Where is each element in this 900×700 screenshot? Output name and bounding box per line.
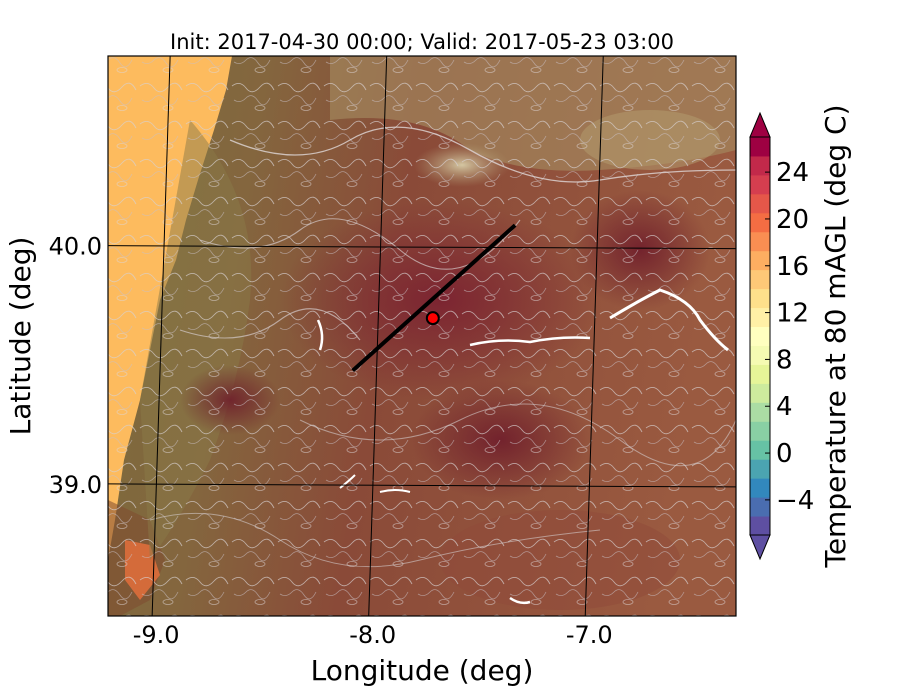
parallel-line	[107, 483, 737, 488]
colorbar-segment	[750, 516, 770, 536]
reservoir-center	[469, 336, 591, 347]
colorbar-min-extend	[749, 534, 771, 561]
colorbar-segment	[750, 402, 770, 422]
colorbar-segment	[750, 478, 770, 498]
colorbar-segment	[750, 155, 770, 176]
colorbar-segment	[750, 174, 770, 195]
x-tick-labels: -9.0 -8.0 -7.0	[133, 621, 613, 649]
meridian-line	[584, 55, 604, 617]
colorbar-segment	[750, 307, 770, 328]
colorbar-segment	[750, 137, 770, 157]
colorbar-tick-label: 4	[776, 392, 793, 422]
contour-lines	[108, 56, 736, 616]
graticule	[107, 55, 737, 617]
colorbar-segment	[750, 193, 770, 214]
colorbar-segment	[750, 345, 770, 365]
colorbar-frame	[749, 136, 771, 536]
meridian-line	[368, 55, 388, 617]
y-tick-labels: 39.0 40.0	[49, 233, 102, 499]
x-tick-label: -8.0	[349, 621, 396, 649]
chart-title: Init: 2017-04-30 00:00; Valid: 2017-05-2…	[170, 30, 674, 54]
colorbar-tick-label: 8	[776, 345, 793, 375]
x-tick-label: -9.0	[133, 621, 180, 649]
colorbar-tick-label: 20	[776, 205, 809, 235]
colorbar-segment	[750, 497, 770, 517]
colorbar: −4 0 4 8 12 16 20 24	[749, 111, 814, 561]
colorbar-segment	[750, 440, 770, 460]
colorbar-tick-label: 12	[776, 299, 809, 329]
colorbar-segment	[750, 288, 770, 309]
y-axis-label: Latitude (deg)	[4, 237, 37, 436]
colorbar-segment	[750, 231, 770, 252]
colorbar-tick-label: 16	[776, 252, 809, 282]
colorbar-segment	[750, 212, 770, 233]
colorbar-max-extend	[749, 111, 771, 138]
colorbar-segment	[750, 459, 770, 479]
reservoir-east	[609, 288, 729, 352]
map-plot-area	[108, 56, 736, 616]
colorbar-tick-label: 24	[776, 158, 809, 188]
location-marker	[425, 311, 440, 326]
colorbar-segment	[750, 250, 770, 271]
colorbar-segment	[750, 383, 770, 403]
cross-section-line	[351, 223, 517, 373]
colorbar-segment	[750, 326, 770, 346]
x-axis-label: Longitude (deg)	[311, 654, 534, 687]
colorbar-segment	[750, 364, 770, 384]
meridian-line	[151, 55, 171, 617]
colorbar-segment	[750, 269, 770, 290]
colorbar-tick-label: −4	[776, 486, 814, 516]
colorbar-label: Temperature at 80 mAGL (deg C)	[819, 104, 852, 568]
plot-frame	[107, 55, 737, 617]
y-tick-label: 40.0	[49, 233, 102, 261]
colorbar-segment	[750, 421, 770, 441]
x-tick-label: -7.0	[566, 621, 613, 649]
y-tick-label: 39.0	[49, 471, 102, 499]
colorbar-tick-label: 0	[776, 439, 793, 469]
parallel-line	[107, 245, 737, 250]
